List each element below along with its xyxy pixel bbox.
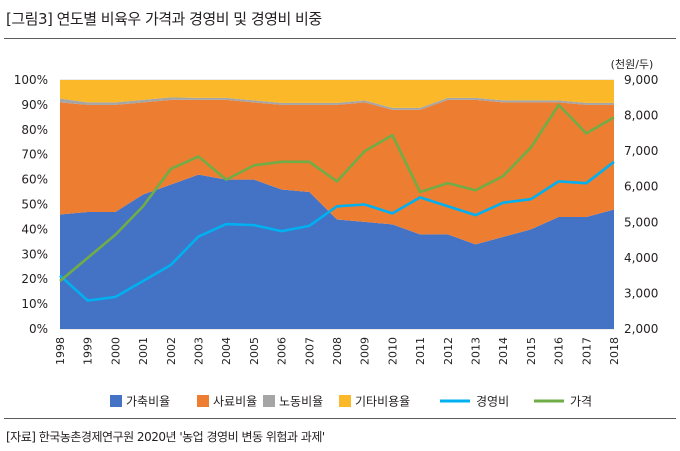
x-tick-label: 1998 bbox=[54, 337, 67, 365]
x-tick-label: 2014 bbox=[497, 337, 510, 365]
source-rule bbox=[4, 418, 676, 419]
left-tick-label: 90% bbox=[21, 98, 48, 112]
right-tick-label: 6,000 bbox=[624, 180, 658, 194]
left-tick-label: 20% bbox=[21, 272, 48, 286]
title-rule bbox=[4, 38, 676, 39]
legend-swatch bbox=[263, 395, 275, 407]
left-tick-label: 30% bbox=[21, 247, 48, 261]
x-tick-label: 2016 bbox=[553, 337, 566, 365]
right-tick-label: 5,000 bbox=[624, 215, 658, 229]
left-tick-label: 0% bbox=[29, 322, 48, 336]
legend-label: 가축비율 bbox=[126, 395, 170, 409]
x-tick-label: 2007 bbox=[303, 337, 316, 365]
area-4 bbox=[60, 80, 614, 108]
x-tick-label: 2010 bbox=[386, 337, 399, 365]
x-axis-ticks: 1998 1999 2000 2001 2002 2003 2004 2005 2006 2007… bbox=[54, 337, 621, 365]
legend-swatch bbox=[339, 395, 351, 407]
x-tick-label: 2011 bbox=[414, 337, 427, 365]
x-tick-label: 2012 bbox=[442, 337, 455, 365]
legend-label: 가격 bbox=[570, 395, 592, 409]
right-tick-label: 7,000 bbox=[624, 144, 658, 158]
left-tick-label: 10% bbox=[21, 297, 48, 311]
right-tick-label: 4,000 bbox=[624, 251, 658, 265]
line-series bbox=[59, 103, 615, 302]
x-tick-label: 2000 bbox=[109, 337, 122, 365]
right-axis-unit: (천원/두) bbox=[611, 57, 654, 71]
right-tick-label: 3,000 bbox=[624, 286, 658, 300]
line-2 bbox=[59, 103, 615, 282]
left-tick-label: 60% bbox=[21, 173, 48, 187]
line-1 bbox=[59, 160, 615, 302]
left-tick-label: 70% bbox=[21, 148, 48, 162]
x-tick-label: 2003 bbox=[193, 337, 206, 365]
legend-label: 노동비율 bbox=[279, 395, 323, 409]
right-tick-label: 9,000 bbox=[624, 73, 658, 87]
left-tick-label: 50% bbox=[21, 198, 48, 212]
left-tick-label: 80% bbox=[21, 123, 48, 137]
x-tick-label: 2018 bbox=[608, 337, 621, 365]
stacked-areas bbox=[60, 80, 614, 329]
x-tick-label: 1999 bbox=[82, 337, 95, 365]
legend-label: 기타비용율 bbox=[355, 395, 410, 409]
x-tick-label: 2004 bbox=[220, 337, 233, 365]
x-tick-label: 2001 bbox=[137, 337, 150, 365]
area-2 bbox=[60, 99, 614, 245]
legend-label: 경영비 bbox=[476, 395, 509, 409]
right-axis-ticks: 2,000 3,000 4,000 5,000 6,000 7,000 8,000 9,000 bbox=[624, 73, 658, 336]
x-tick-label: 2006 bbox=[276, 337, 289, 365]
figure-source: [자료] 한국농촌경제연구원 2020년 '농업 경영비 변동 위험과 과제' bbox=[6, 430, 325, 444]
right-tick-label: 8,000 bbox=[624, 109, 658, 123]
left-axis-ticks: 0% 10% 20% 30% 40% 50% 60% 70% 80% 90% 100% bbox=[14, 73, 48, 336]
area-1 bbox=[60, 174, 614, 329]
x-tick-label: 2009 bbox=[359, 337, 372, 365]
legend-label: 사료비율 bbox=[213, 395, 257, 409]
x-tick-label: 2017 bbox=[580, 337, 593, 365]
x-tick-label: 2002 bbox=[165, 337, 178, 365]
left-tick-label: 40% bbox=[21, 222, 48, 236]
left-tick-label: 100% bbox=[14, 73, 48, 87]
x-tick-label: 2008 bbox=[331, 337, 344, 365]
legend-swatch bbox=[197, 395, 209, 407]
x-tick-label: 2005 bbox=[248, 337, 261, 365]
x-tick-label: 2015 bbox=[525, 337, 538, 365]
area-3 bbox=[60, 97, 614, 110]
x-tick-label: 2013 bbox=[470, 337, 483, 365]
right-tick-label: 2,000 bbox=[624, 322, 658, 336]
legend-swatch bbox=[110, 395, 122, 407]
legend: 가축비율 사료비율 노동비율 기타비용율 경영비 가격 bbox=[110, 395, 592, 409]
figure-title: [그림3] 연도별 비육우 가격과 경영비 및 경영비 비중 bbox=[6, 10, 322, 28]
